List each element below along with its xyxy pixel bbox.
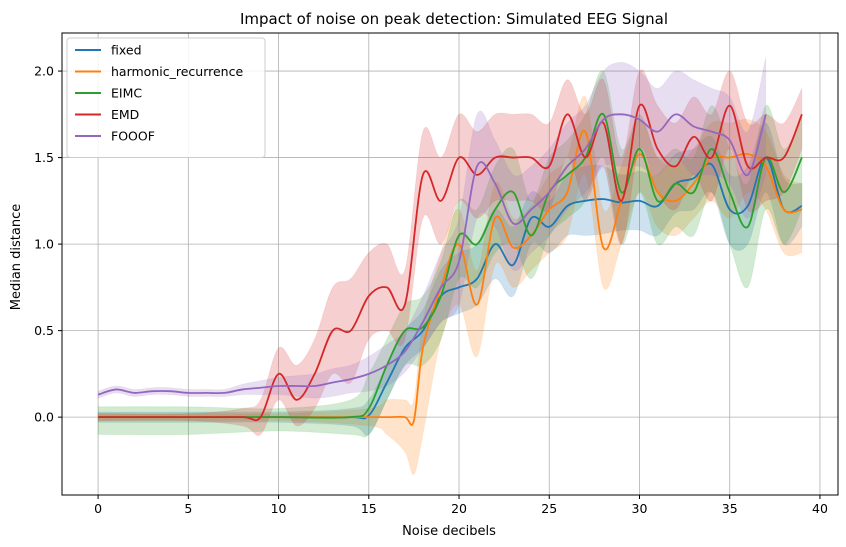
legend-label: harmonic_recurrence — [111, 64, 243, 79]
legend-label: EMD — [111, 107, 139, 122]
band-harmonic-recurrence — [97, 95, 803, 475]
line-emd — [98, 103, 803, 422]
x-tick-label: 25 — [541, 501, 557, 516]
line-fooof — [97, 113, 767, 396]
x-tick-label: 10 — [271, 501, 287, 516]
y-axis-label: Median distance — [9, 204, 24, 311]
y-axis-ticks: 0.0 0.5 1.0 1.5 2.0 — [34, 64, 62, 425]
x-tick-label: 40 — [812, 501, 828, 516]
y-tick-label: 2.0 — [34, 64, 54, 79]
x-tick-label: 0 — [94, 501, 102, 516]
legend-label: fixed — [111, 43, 142, 58]
series-lines — [97, 103, 803, 426]
x-tick-label: 35 — [722, 501, 738, 516]
band-fooof — [97, 57, 767, 399]
y-tick-label: 1.0 — [34, 237, 54, 252]
plot-frame — [61, 32, 839, 496]
line-fixed — [98, 156, 803, 420]
x-tick-label: 5 — [184, 501, 192, 516]
y-tick-label: 1.5 — [34, 150, 54, 165]
grid — [62, 33, 838, 495]
legend-label: EIMC — [111, 86, 142, 101]
chart-title: Impact of noise on peak detection: Simul… — [240, 10, 668, 28]
legend: fixed harmonic_recurrence EIMC EMD FOOOF — [66, 37, 266, 158]
x-tick-label: 15 — [361, 501, 377, 516]
x-tick-label: 20 — [451, 501, 467, 516]
x-axis-ticks: 0 5 10 15 20 25 30 35 40 — [94, 495, 828, 516]
x-tick-label: 30 — [632, 501, 648, 516]
legend-box — [66, 37, 266, 158]
legend-label: FOOOF — [111, 129, 155, 144]
band-emd — [97, 69, 803, 436]
x-axis-label: Noise decibels — [402, 524, 496, 539]
y-tick-label: 0.0 — [34, 410, 54, 425]
y-tick-label: 0.5 — [34, 323, 54, 338]
